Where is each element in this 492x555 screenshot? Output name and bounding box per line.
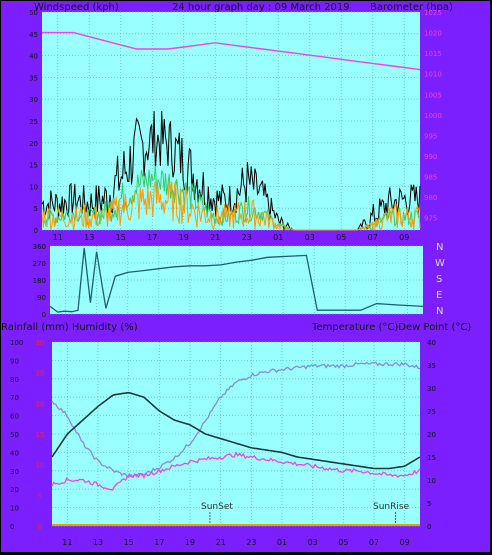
barometer-tick-label: 1020 [424,30,442,38]
temperature-tick-label: 30 [427,385,436,393]
x-tick-label: 17 [154,538,164,547]
x-tick-label: 11 [62,538,72,547]
temperature-tick-label: 5 [427,500,431,508]
x-tick-label: 01 [277,538,287,547]
x-tick-label: 05 [336,233,346,242]
wind-direction-line [49,247,424,313]
x-tick-label: 13 [84,233,94,242]
x-tick-label: 19 [179,233,189,242]
wind-tick-label: 0 [34,227,38,235]
barometer-line [42,31,421,71]
compass-label: S [436,274,442,285]
humidity-tick-label: 70 [10,394,19,402]
barometer-tick-label: 985 [424,174,437,182]
x-tick-label: 15 [116,233,126,242]
sunrise-label: SunRise [373,502,410,512]
barometer-tick-label: 990 [424,153,437,161]
temperature-tick-label: 35 [427,362,436,370]
sunset-label: SunSet [201,502,233,512]
rain-tick-label: 15 [36,431,45,439]
wind-tick-label: 10 [29,183,38,191]
compass-label: N [436,306,443,317]
temperature-tick-label: 10 [427,477,436,485]
barometer-tick-label: 995 [424,132,437,140]
humidity-tick-label: 30 [10,468,19,476]
wind-tick-label: 50 [29,9,38,17]
x-tick-label: 07 [368,233,378,242]
x-tick-label: 11 [53,233,63,242]
weather-series-line [51,361,421,478]
barometer-tick-label: 1015 [424,50,442,58]
weather-series-line [51,451,421,491]
x-tick-label: 21 [210,233,220,242]
rain-tick-label: 20 [36,400,45,408]
x-tick-label: 23 [242,233,252,242]
temperature-tick-label: 20 [427,431,436,439]
x-tick-label: 05 [338,538,348,547]
rain-tick-label: 10 [36,462,45,470]
x-tick-label: 13 [93,538,103,547]
humidity-tick-label: 60 [10,413,19,421]
direction-tick-label: 360 [33,243,46,251]
x-tick-label: 01 [273,233,283,242]
humidity-tick-label: 50 [10,431,19,439]
humidity-tick-label: 40 [10,449,19,457]
barometer-tick-label: 1025 [424,9,442,17]
humidity-tick-label: 10 [10,505,19,513]
x-tick-label: 07 [369,538,379,547]
barometer-tick-label: 1005 [424,91,442,99]
x-tick-label: 03 [308,538,318,547]
wind-tick-label: 25 [29,118,38,126]
humidity-tick-label: 100 [10,339,23,347]
barometer-tick-label: 975 [424,215,437,223]
humidity-axis-title: Rainfall (mm) Humidity (%) [1,322,138,333]
x-tick-label: 15 [124,538,134,547]
wind-tick-label: 15 [29,162,38,170]
direction-tick-label: 270 [33,260,46,268]
barometer-tick-label: 1000 [424,112,442,120]
x-tick-label: 23 [246,538,256,547]
x-tick-label: 19 [185,538,195,547]
wind-tick-label: 20 [29,140,38,148]
barometer-tick-label: 1010 [424,71,442,79]
x-tick-label: 09 [399,233,409,242]
temperature-tick-label: 25 [427,408,436,416]
x-tick-label: 03 [305,233,315,242]
temperature-tick-label: 15 [427,454,436,462]
barometer-axis-title: Barometer (hpa) [370,2,453,13]
wind-tick-label: 35 [29,74,38,82]
x-tick-label: 21 [216,538,226,547]
rain-tick-label: 25 [36,370,45,378]
humidity-tick-label: 80 [10,376,19,384]
direction-tick-label: 180 [33,277,46,285]
direction-tick-label: 0 [42,311,46,319]
wind-tick-label: 40 [29,53,38,61]
humidity-tick-label: 20 [10,486,19,494]
wind-axis-title: Windspeed (kph) [34,2,119,13]
temperature-tick-label: 40 [427,339,436,347]
weather-series-line [51,392,421,470]
humidity-tick-label: 90 [10,357,19,365]
rain-tick-label: 0 [38,523,42,531]
barometer-tick-label: 980 [424,194,437,202]
wind-tick-label: 45 [29,31,38,39]
wind-series-line [41,180,421,231]
direction-tick-label: 90 [37,294,46,302]
compass-label: E [436,290,442,301]
compass-label: W [435,258,445,269]
temperature-axis-title: Temperature (°C)Dew Point (°C) [311,322,471,333]
rain-tick-label: 30 [36,339,45,347]
temperature-tick-label: 0 [427,523,431,531]
wind-tick-label: 5 [34,205,38,213]
compass-label: N [436,242,443,253]
x-tick-label: 17 [147,233,157,242]
wind-tick-label: 30 [29,96,38,104]
rain-tick-label: 5 [38,492,42,500]
x-tick-label: 09 [400,538,410,547]
graph-title: 24 hour graph day : 09 March 2019 [172,2,350,13]
humidity-tick-label: 0 [10,523,14,531]
